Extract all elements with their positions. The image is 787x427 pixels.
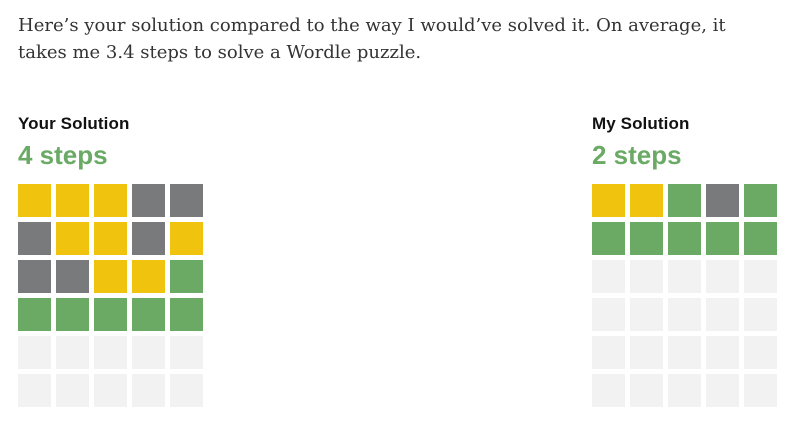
tile-empty <box>744 374 777 407</box>
your-solution-grid <box>18 184 203 407</box>
intro-line-2: takes me 3.4 steps to solve a Wordle puz… <box>18 42 422 63</box>
tile-empty <box>706 336 739 369</box>
tile-green <box>170 298 203 331</box>
tile-gray <box>132 184 165 217</box>
tile-green <box>94 298 127 331</box>
tile-empty <box>592 298 625 331</box>
tile-yellow <box>630 184 663 217</box>
tile-empty <box>132 336 165 369</box>
tile-yellow <box>56 184 89 217</box>
tile-empty <box>592 260 625 293</box>
tile-green <box>170 260 203 293</box>
tile-green <box>592 222 625 255</box>
tile-empty <box>744 336 777 369</box>
tile-green <box>744 184 777 217</box>
tile-green <box>56 298 89 331</box>
tile-gray <box>170 184 203 217</box>
tile-empty <box>706 260 739 293</box>
tile-empty <box>668 336 701 369</box>
intro-paragraph: Here’s your solution compared to the way… <box>18 12 777 66</box>
wordlebot-comparison-panel: Here’s your solution compared to the way… <box>18 12 777 407</box>
tile-empty <box>56 336 89 369</box>
tile-green <box>18 298 51 331</box>
tile-yellow <box>132 260 165 293</box>
solutions-row: Your Solution 4 steps My Solution 2 step… <box>18 114 777 407</box>
tile-yellow <box>94 260 127 293</box>
tile-empty <box>170 374 203 407</box>
tile-green <box>668 184 701 217</box>
tile-empty <box>592 374 625 407</box>
my-solution-grid <box>592 184 777 407</box>
tile-empty <box>668 298 701 331</box>
tile-gray <box>132 222 165 255</box>
intro-line-1: Here’s your solution compared to the way… <box>18 15 726 36</box>
tile-empty <box>630 374 663 407</box>
tile-empty <box>18 374 51 407</box>
tile-empty <box>744 260 777 293</box>
tile-empty <box>56 374 89 407</box>
tile-empty <box>18 336 51 369</box>
tile-empty <box>630 298 663 331</box>
tile-green <box>668 222 701 255</box>
tile-yellow <box>56 222 89 255</box>
tile-empty <box>94 374 127 407</box>
tile-empty <box>706 298 739 331</box>
my-solution-title: My Solution <box>592 114 690 133</box>
your-solution-steps-count: 4 steps <box>18 140 108 170</box>
tile-green <box>630 222 663 255</box>
tile-yellow <box>94 222 127 255</box>
tile-empty <box>592 336 625 369</box>
my-solution-steps-count: 2 steps <box>592 140 682 170</box>
tile-empty <box>170 336 203 369</box>
your-solution-title: Your Solution <box>18 114 130 133</box>
tile-gray <box>706 184 739 217</box>
tile-yellow <box>592 184 625 217</box>
tile-empty <box>706 374 739 407</box>
tile-gray <box>18 222 51 255</box>
your-solution-section: Your Solution 4 steps <box>18 114 203 407</box>
tile-yellow <box>18 184 51 217</box>
tile-empty <box>668 260 701 293</box>
tile-gray <box>18 260 51 293</box>
tile-empty <box>94 336 127 369</box>
tile-yellow <box>94 184 127 217</box>
tile-green <box>132 298 165 331</box>
tile-empty <box>132 374 165 407</box>
tile-gray <box>56 260 89 293</box>
tile-empty <box>744 298 777 331</box>
tile-empty <box>668 374 701 407</box>
tile-green <box>744 222 777 255</box>
tile-empty <box>630 260 663 293</box>
tile-empty <box>630 336 663 369</box>
my-solution-section: My Solution 2 steps <box>592 114 777 407</box>
tile-green <box>706 222 739 255</box>
tile-yellow <box>170 222 203 255</box>
